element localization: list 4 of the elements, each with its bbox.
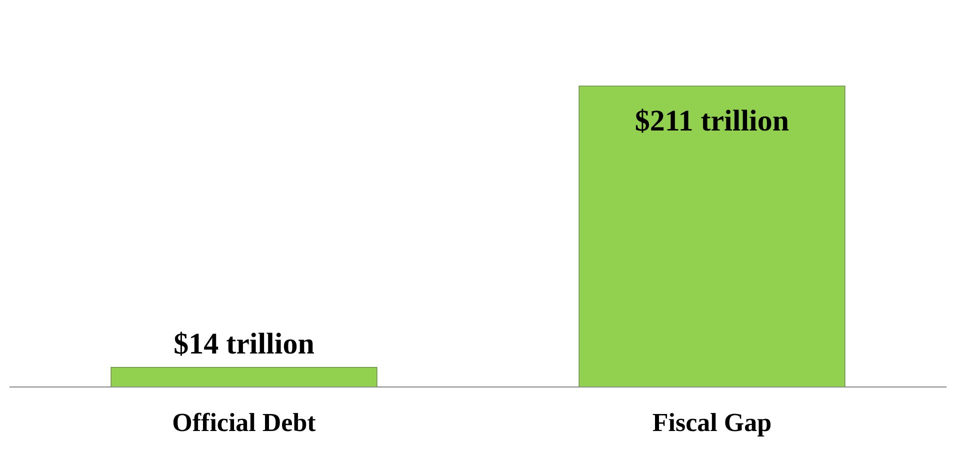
x-tick-label: Official Debt	[172, 408, 316, 438]
data-label: $211 trillion	[634, 104, 790, 138]
data-label: $14 trillion	[174, 328, 315, 361]
x-tick-label: Fiscal Gap	[652, 408, 772, 438]
